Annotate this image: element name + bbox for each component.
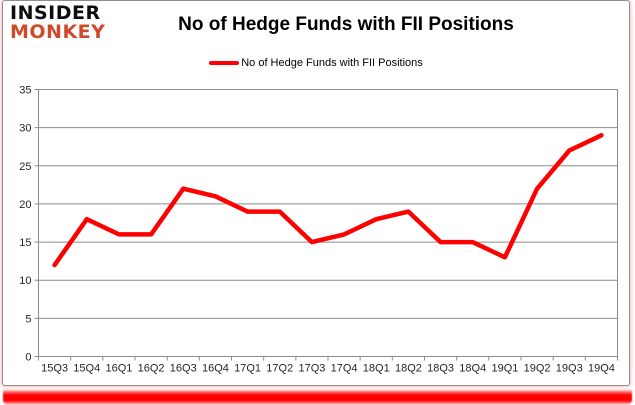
y-axis-tick-label: 35 <box>19 85 31 97</box>
x-axis-tick-label: 15Q3 <box>41 363 68 375</box>
chart-legend: No of Hedge Funds with FII Positions <box>3 57 629 69</box>
logo-line-insider: INSIDER <box>10 2 101 24</box>
x-axis-tick-label: 19Q2 <box>524 363 551 375</box>
x-axis-tick-label: 18Q2 <box>395 363 422 375</box>
x-axis-tick-label: 19Q1 <box>491 363 518 375</box>
x-axis-tick-label: 16Q2 <box>138 363 165 375</box>
y-axis-tick-label: 10 <box>19 275 31 287</box>
insider-monkey-logo: INSIDER MONKEY <box>10 4 105 41</box>
x-axis-tick-label: 17Q1 <box>234 363 261 375</box>
chart-title: No of Hedge Funds with FII Positions <box>178 14 514 35</box>
x-axis-tick-label: 16Q3 <box>170 363 197 375</box>
x-axis-tick-label: 19Q4 <box>588 363 615 375</box>
y-axis-tick-label: 0 <box>25 352 31 364</box>
x-axis-tick-label: 18Q4 <box>459 363 486 375</box>
x-axis-tick-label: 18Q3 <box>427 363 454 375</box>
legend-label: No of Hedge Funds with FII Positions <box>241 57 423 69</box>
y-axis-tick-label: 5 <box>25 313 31 325</box>
y-axis-tick-label: 15 <box>19 237 31 249</box>
series-line <box>52 133 604 268</box>
y-axis-tick-label: 25 <box>19 161 31 173</box>
legend-line-swatch <box>209 61 240 65</box>
x-axis-tick-label: 17Q3 <box>298 363 325 375</box>
x-axis-tick-label: 17Q4 <box>331 363 358 375</box>
line-chart: 0 5 10 15 20 25 30 35 15Q3 15Q4 16Q1 16Q2 16Q3 16Q4 17… <box>19 85 618 375</box>
x-axis-tick-label: 18Q1 <box>363 363 390 375</box>
x-axis-tick-label: 16Q4 <box>202 363 229 375</box>
logo-line-monkey: MONKEY <box>10 20 106 43</box>
plot-area-border <box>38 89 618 357</box>
x-axis-tick-label: 17Q2 <box>266 363 293 375</box>
bottom-red-accent-bar <box>3 389 632 405</box>
x-axis-tick-label: 15Q4 <box>73 363 100 375</box>
chart-card: INSIDER MONKEY No of Hedge Funds with FI… <box>2 0 630 386</box>
y-axis-tick-label: 20 <box>19 199 31 211</box>
y-axis-tick-label: 30 <box>19 123 31 135</box>
x-axis-tick-label: 19Q3 <box>556 363 583 375</box>
x-axis-tick-label: 16Q1 <box>105 363 132 375</box>
